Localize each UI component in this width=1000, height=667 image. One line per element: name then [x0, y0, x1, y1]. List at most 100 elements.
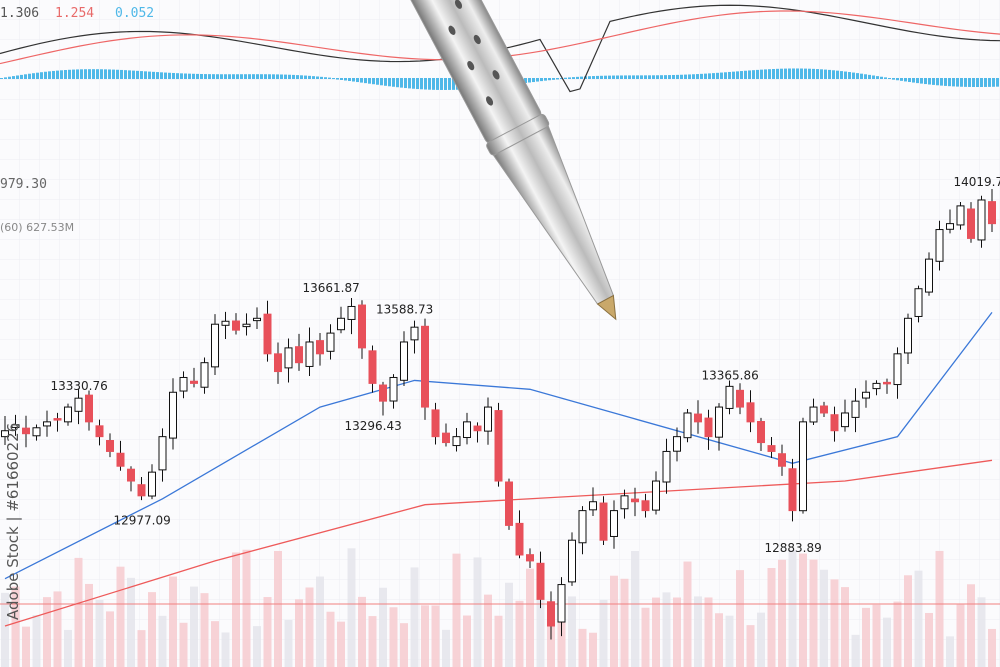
- macd-histogram-bar: [824, 69, 827, 79]
- macd-histogram-bar: [192, 73, 195, 79]
- macd-histogram-bar: [396, 78, 399, 88]
- candle: [421, 318, 429, 420]
- macd-histogram-bar: [436, 78, 439, 90]
- volume-bar: [389, 607, 398, 667]
- candle: [431, 402, 440, 445]
- macd-histogram-bar: [88, 69, 91, 79]
- macd-histogram-bar: [100, 69, 103, 79]
- candle: [757, 417, 765, 451]
- candle: [641, 493, 650, 518]
- volume-bar: [872, 604, 881, 667]
- macd-histogram-bar: [748, 70, 751, 79]
- macd-histogram-bar: [440, 78, 443, 90]
- volume-bar: [809, 559, 818, 667]
- macd-histogram-bar: [780, 68, 783, 79]
- macd-histogram-bar: [876, 76, 879, 79]
- macd-histogram-bar: [528, 78, 531, 83]
- candle: [64, 403, 72, 426]
- macd-histogram-bar: [96, 69, 99, 79]
- macd-histogram-bar: [848, 72, 851, 79]
- volume-bar: [599, 599, 608, 667]
- macd-histogram-bar: [188, 73, 191, 79]
- macd-histogram-bar: [756, 69, 759, 79]
- macd-histogram-bar: [896, 78, 899, 81]
- macd-histogram-bar: [116, 69, 119, 79]
- candle: [347, 297, 356, 335]
- volume-bar: [85, 583, 93, 667]
- price-annotation: 13588.73: [376, 303, 433, 317]
- volume-bar: [536, 578, 545, 667]
- macd-histogram-bar: [788, 68, 791, 79]
- volume-bar: [778, 559, 786, 667]
- macd-histogram-bar: [64, 70, 67, 79]
- macd-histogram-bar: [112, 69, 115, 79]
- price-annotation: 13661.87: [303, 281, 360, 295]
- candle: [106, 433, 114, 458]
- macd-histogram-bar: [40, 72, 43, 79]
- candle: [904, 313, 912, 364]
- macd-histogram-bar: [80, 69, 83, 79]
- candle: [368, 345, 377, 393]
- macd-histogram-bar: [364, 78, 367, 84]
- volume-bar: [736, 570, 744, 667]
- volume-bar: [914, 570, 923, 667]
- candle: [221, 311, 230, 339]
- macd-histogram-bar: [660, 75, 663, 79]
- volume-bar: [704, 597, 713, 667]
- macd-histogram-bar: [352, 78, 355, 82]
- macd-histogram-bar: [32, 73, 35, 79]
- macd-histogram-bar: [704, 73, 707, 79]
- macd-histogram-bar: [416, 78, 419, 90]
- macd-histogram-bar: [184, 73, 187, 79]
- macd-histogram-bar: [344, 78, 347, 81]
- macd-histogram-bar: [712, 73, 715, 79]
- macd-histogram-bar: [176, 73, 179, 79]
- macd-histogram-bar: [892, 78, 895, 80]
- candle: [578, 506, 587, 555]
- price-annotation: 12977.09: [114, 514, 171, 528]
- candle: [872, 380, 881, 396]
- macd-histogram-bar: [612, 75, 615, 79]
- macd-histogram-bar: [8, 76, 11, 79]
- macd-histogram-bar: [960, 78, 963, 87]
- macd-histogram-bar: [12, 76, 15, 79]
- price-annotation: 13330.76: [51, 379, 108, 393]
- macd-histogram-bar: [216, 74, 219, 79]
- candle: [631, 487, 639, 517]
- volume-bar: [505, 582, 513, 667]
- macd-histogram-bar: [972, 78, 975, 87]
- volume-bar: [116, 566, 125, 667]
- macd-histogram-bar: [284, 74, 287, 79]
- macd-histogram-bar: [832, 70, 835, 79]
- candle: [410, 320, 419, 354]
- volume-bar: [641, 607, 650, 667]
- volume-bar: [32, 615, 41, 667]
- macd-histogram-bar: [244, 74, 247, 79]
- macd-histogram-bar: [340, 78, 343, 80]
- volume-bar: [400, 623, 408, 667]
- macd-histogram-bar: [868, 74, 871, 79]
- macd-histogram-bar: [956, 78, 959, 87]
- candle: [673, 427, 681, 462]
- volume-bar: [11, 586, 20, 667]
- macd-histogram-bar: [200, 73, 203, 79]
- macd-histogram-bar: [44, 71, 47, 79]
- macd-histogram-bar: [952, 78, 955, 87]
- macd-histogram-bar: [48, 71, 51, 79]
- volume-bar: [127, 577, 135, 667]
- candle: [316, 333, 324, 366]
- volume-bar: [631, 551, 639, 667]
- macd-histogram-bar: [292, 74, 295, 79]
- volume-bar: [169, 576, 177, 667]
- volume-bar: [95, 600, 104, 667]
- macd-histogram-bar: [640, 75, 643, 79]
- macd-histogram-bar: [348, 78, 351, 81]
- candle: [515, 510, 524, 559]
- macd-histogram-bar: [132, 70, 135, 79]
- macd-histogram-bar: [104, 69, 107, 79]
- macd-histogram-bar: [772, 68, 775, 79]
- macd-histogram-bar: [76, 69, 79, 79]
- volume-bar: [484, 594, 492, 667]
- macd-histogram-bar: [0, 78, 3, 79]
